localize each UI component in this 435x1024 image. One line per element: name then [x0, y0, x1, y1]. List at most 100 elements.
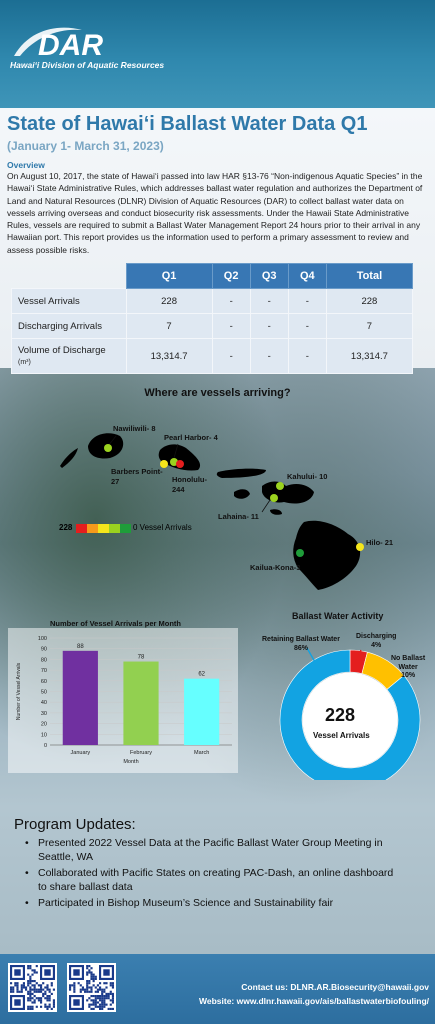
kahoolawe-island — [270, 509, 282, 515]
bar-value-label: 78 — [138, 655, 145, 661]
y-tick-label: 30 — [41, 711, 47, 717]
kahului-label: Kahului- 10 — [287, 472, 328, 481]
table-cell: 7 — [325, 313, 414, 339]
table-row: Volume of Discharge (m³) 13,314.7 - - - 1… — [11, 338, 414, 374]
bar-value-label: 62 — [198, 672, 205, 678]
table-cell: 228 — [125, 288, 213, 314]
y-tick-label: 0 — [44, 743, 47, 749]
list-item: Presented 2022 Vessel Data at the Pacifi… — [25, 837, 398, 864]
table-cell: 13,314.7 — [325, 338, 414, 374]
legend-swatch — [87, 524, 98, 533]
discharging-leader — [356, 649, 362, 661]
table-header-q3: Q3 — [249, 263, 289, 289]
table-cell: - — [211, 313, 251, 339]
bar-value-label: 88 — [77, 644, 84, 650]
dar-logo: DAR — [14, 27, 103, 62]
kailua-kona-label: Kailua-Kona-3 — [250, 563, 301, 572]
table-header-q1: Q1 — [125, 263, 213, 289]
donut-center-label: Vessel Arrivals — [313, 731, 370, 740]
x-tick-label: January — [71, 750, 91, 756]
bar-march — [184, 678, 220, 745]
header-background — [0, 0, 435, 108]
x-tick-label: March — [194, 750, 209, 756]
x-tick-label: February — [130, 750, 152, 756]
map-title: Where are vessels arriving? — [144, 387, 291, 399]
molokai-island — [216, 468, 266, 478]
table-cell: - — [211, 288, 251, 314]
hawaii-islands-map — [60, 433, 361, 590]
table-cell: 228 — [325, 288, 414, 314]
bar-chart-title: Number of Vessel Arrivals per Month — [50, 619, 182, 628]
donut-slice-0 — [279, 649, 421, 780]
table-cell: - — [249, 313, 289, 339]
table-row: Vessel Arrivals 228 - - - 228 — [11, 288, 414, 314]
list-item: Collaborated with Pacific States on crea… — [25, 867, 398, 894]
y-tick-label: 20 — [41, 722, 47, 728]
kahului-dot — [276, 482, 284, 490]
table-row: Discharging Arrivals 7 - - - 7 — [11, 313, 414, 339]
legend-swatch — [98, 524, 109, 533]
lahaina-dot — [270, 494, 278, 502]
donut-label-discharging: Discharging 4% — [356, 633, 397, 649]
donut-hole — [302, 672, 398, 768]
hilo-dot — [356, 543, 364, 551]
table-cell: - — [287, 338, 327, 374]
barbers-point-dot — [160, 460, 168, 468]
y-tick-label: 90 — [41, 647, 47, 653]
table-cell: - — [287, 288, 327, 314]
logo-subtitle: Hawai‘i Division of Aquatic Resources — [10, 60, 165, 70]
website-link[interactable]: Website: www.dlnr.hawaii.gov/ais/ballast… — [198, 996, 429, 1006]
nawiliwili-dot — [104, 444, 112, 452]
row-label: Volume of Discharge (m³) — [11, 338, 127, 374]
row-label: Vessel Arrivals — [11, 288, 127, 314]
table-header-q4: Q4 — [287, 263, 327, 289]
kailua-kona-dot — [296, 549, 304, 557]
honolulu-dot — [176, 460, 184, 468]
y-tick-label: 70 — [41, 668, 47, 674]
y-tick-label: 40 — [41, 700, 47, 706]
row-label-unit: (m³) — [18, 359, 31, 366]
legend-swatch — [109, 524, 120, 533]
bar-january — [62, 650, 98, 745]
table-cell: - — [249, 338, 289, 374]
donut-label-retaining: Retaining Ballast Water 86% — [262, 636, 340, 652]
retaining-leader — [306, 647, 316, 663]
table-cell: 13,314.7 — [125, 338, 213, 374]
row-label-text: Volume of Discharge — [18, 345, 106, 356]
x-axis-label: Month — [123, 759, 138, 765]
table-cell: - — [211, 338, 251, 374]
table-header-row: Q1 Q2 Q3 Q4 Total — [12, 263, 414, 289]
table-cell: - — [287, 313, 327, 339]
lahaina-pointer — [261, 499, 271, 513]
y-tick-label: 60 — [41, 679, 47, 685]
qr-code-1[interactable] — [8, 963, 57, 1012]
legend-max: 228 — [59, 523, 73, 532]
legend-swatch — [120, 524, 131, 533]
qr-code-2[interactable] — [67, 963, 116, 1012]
donut-label-no-ballast: No Ballast Water 10% — [391, 655, 426, 679]
legend-min: 0 Vessel Arrivals — [133, 523, 192, 532]
contact-email[interactable]: Contact us: DLNR.AR.Biosecurity@hawaii.g… — [241, 982, 429, 992]
table-cell: - — [249, 288, 289, 314]
table-header-total: Total — [325, 263, 414, 289]
donut-chart-title: Ballast Water Activity — [292, 611, 384, 621]
page-title: State of Hawai‘i Ballast Water Data Q1 — [7, 113, 368, 135]
bar-february — [123, 661, 159, 745]
overview-text: On August 10, 2017, the state of Hawai‘i… — [7, 171, 423, 255]
y-tick-label: 50 — [41, 690, 47, 696]
page-subtitle: (January 1- March 31, 2023) — [7, 139, 164, 153]
lanai-island — [234, 489, 250, 499]
honolulu-label: Honolulu- 244 — [172, 475, 207, 494]
barbers-point-label: Barbers Point- 27 — [111, 467, 163, 486]
logo-text: DAR — [38, 29, 103, 62]
row-label: Discharging Arrivals — [11, 313, 127, 339]
table-header-q2: Q2 — [211, 263, 251, 289]
vessel-arrivals-bar-chart: 0 10 20 30 40 50 60 70 80 90 100 88 January 78 Februar… — [8, 628, 238, 773]
pearl-harbor-dot — [170, 458, 178, 466]
donut-center-value: 228 — [325, 705, 356, 725]
niihau-island — [60, 448, 78, 468]
legend-swatch — [76, 524, 87, 533]
ballast-data-table: Q1 Q2 Q3 Q4 Total Vessel Arrivals 228 - … — [11, 263, 414, 374]
y-tick-label: 80 — [41, 657, 47, 663]
nawiliwili-label: Nawiliwili- 8 — [113, 424, 156, 433]
